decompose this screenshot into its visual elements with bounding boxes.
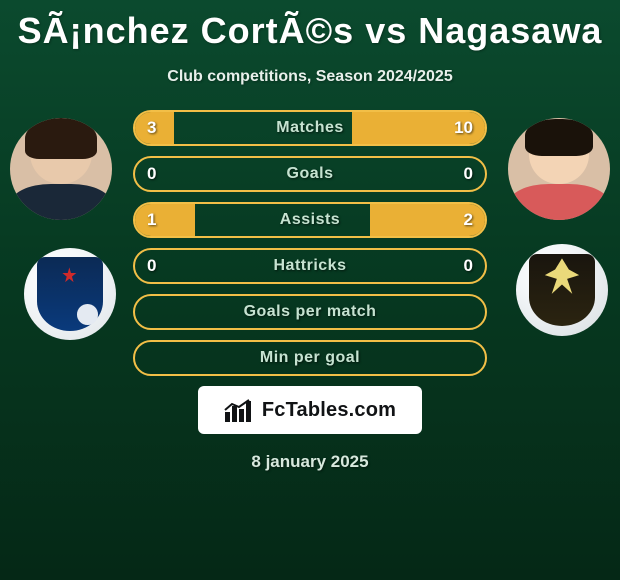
content-area: 3 Matches 10 0 Goals 0 1 Assists 2 0 Hattricks 0 Goa… <box>0 110 620 472</box>
player-left-shirt <box>10 184 112 220</box>
branding-text: FcTables.com <box>262 399 396 422</box>
bar-chart-icon <box>224 398 254 422</box>
stat-label: Goals <box>287 165 334 183</box>
player-right-shirt <box>508 184 610 220</box>
stat-row-goals-per-match: Goals per match <box>133 294 487 330</box>
club-right-badge <box>516 244 608 336</box>
stat-label: Hattricks <box>274 257 347 275</box>
stat-label: Min per goal <box>260 349 360 367</box>
stat-bar-left <box>135 204 195 236</box>
subtitle: Club competitions, Season 2024/2025 <box>0 68 620 86</box>
footer-date: 8 january 2025 <box>0 452 620 472</box>
stat-right-value: 2 <box>464 210 473 230</box>
stat-label: Assists <box>280 211 340 229</box>
branding-box: FcTables.com <box>198 386 422 434</box>
club-right-phoenix-icon <box>545 258 579 295</box>
stat-row-hattricks: 0 Hattricks 0 <box>133 248 487 284</box>
stat-left-value: 3 <box>147 118 156 138</box>
stat-row-assists: 1 Assists 2 <box>133 202 487 238</box>
stat-left-value: 0 <box>147 164 156 184</box>
stat-right-value: 0 <box>464 256 473 276</box>
player-right-avatar <box>508 118 610 220</box>
stats-column: 3 Matches 10 0 Goals 0 1 Assists 2 0 Hattricks 0 Goa… <box>133 110 487 376</box>
stat-row-goals: 0 Goals 0 <box>133 156 487 192</box>
stat-left-value: 0 <box>147 256 156 276</box>
club-left-badge <box>24 248 116 340</box>
club-left-ball-icon <box>77 304 98 325</box>
stat-row-matches: 3 Matches 10 <box>133 110 487 146</box>
club-left-crest <box>37 257 103 331</box>
club-left-star-icon <box>62 267 77 283</box>
stat-left-value: 1 <box>147 210 156 230</box>
stat-right-value: 10 <box>454 118 473 138</box>
stat-label: Matches <box>276 119 344 137</box>
stat-label: Goals per match <box>244 303 377 321</box>
stat-right-value: 0 <box>464 164 473 184</box>
stat-row-min-per-goal: Min per goal <box>133 340 487 376</box>
player-right-hair <box>525 119 592 156</box>
player-left-hair <box>25 118 96 159</box>
page-title: SÃ¡nchez CortÃ©s vs Nagasawa <box>0 0 620 52</box>
player-left-avatar <box>10 118 112 220</box>
club-right-crest <box>529 254 595 326</box>
